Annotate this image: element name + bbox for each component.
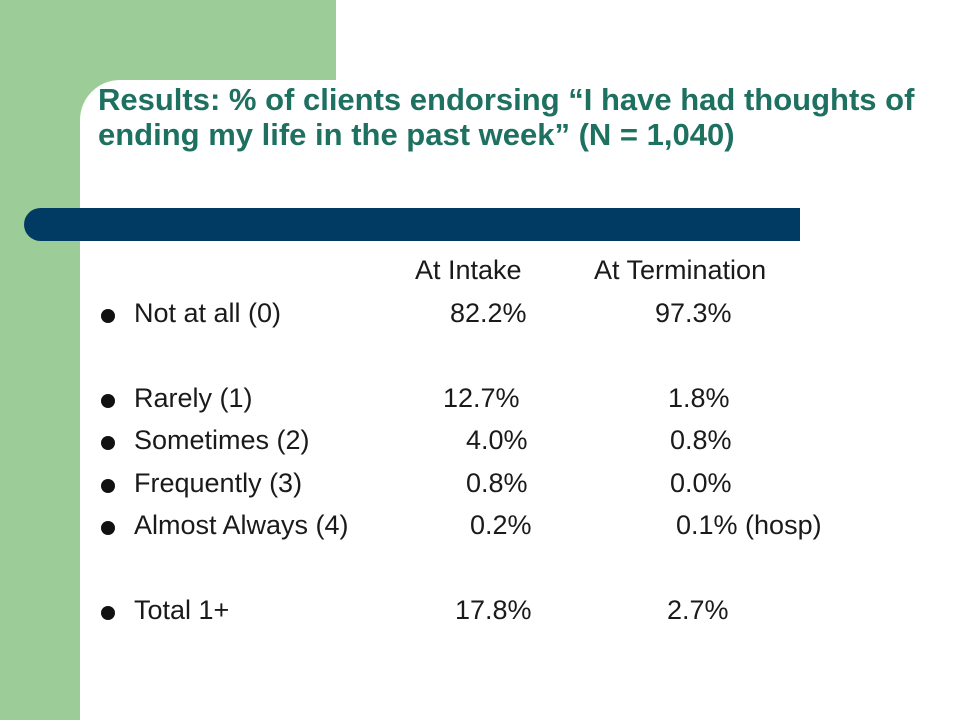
green-side-band (0, 0, 80, 720)
title-underline-bar (24, 208, 800, 241)
row-termination-value: 97.3% (655, 298, 732, 328)
row-label: Almost Always (4) (134, 510, 349, 540)
row-intake-value: 17.8% (455, 595, 532, 625)
row-intake-value: 12.7% (443, 383, 520, 413)
bullet-icon (101, 479, 115, 493)
slide-title: Results: % of clients endorsing “I have … (98, 82, 915, 152)
column-header-termination: At Termination (594, 255, 767, 285)
row-intake-value: 0.2% (470, 510, 532, 540)
bullet-icon (101, 606, 115, 620)
row-label: Frequently (3) (134, 468, 303, 498)
row-termination-value: 0.0% (670, 468, 732, 498)
bullet-icon (101, 394, 115, 408)
row-termination-value: 0.1% (hosp) (676, 510, 822, 540)
row-intake-value: 4.0% (466, 425, 528, 455)
row-label: Not at all (0) (134, 298, 282, 328)
row-termination-value: 2.7% (667, 595, 729, 625)
row-termination-value: 1.8% (668, 383, 730, 413)
row-intake-value: 82.2% (450, 298, 527, 328)
bullet-icon (101, 521, 115, 535)
row-termination-value: 0.8% (670, 425, 732, 455)
bullet-icon (101, 436, 115, 450)
row-intake-value: 0.8% (466, 468, 528, 498)
band-corner (80, 80, 120, 120)
row-label: Sometimes (2) (134, 425, 310, 455)
row-label: Total 1+ (134, 595, 230, 625)
row-label: Rarely (1) (134, 383, 253, 413)
bullet-icon (101, 309, 115, 323)
column-header-intake: At Intake (415, 255, 522, 285)
green-top-band (0, 0, 336, 80)
